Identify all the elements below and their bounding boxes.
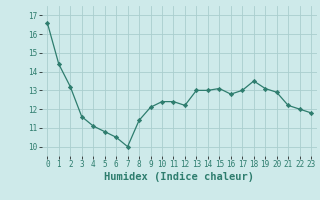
X-axis label: Humidex (Indice chaleur): Humidex (Indice chaleur): [104, 172, 254, 182]
